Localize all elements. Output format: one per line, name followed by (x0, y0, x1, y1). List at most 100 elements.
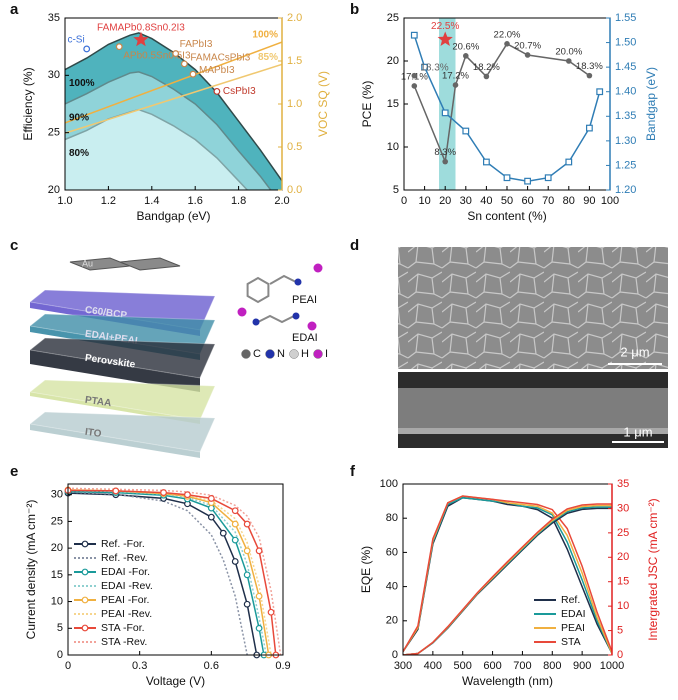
circle-marker (207, 513, 215, 521)
y-tick-label: 5 (393, 184, 399, 196)
atom-key-label: N (277, 348, 285, 360)
y-tick-label: 60 (386, 546, 398, 558)
series-line (403, 495, 612, 652)
y-tick-label: 35 (48, 12, 60, 24)
x-tick-label: 500 (454, 660, 472, 672)
y-tick-label: 25 (51, 515, 63, 527)
square-marker (483, 158, 490, 166)
y-tick-label: 40 (386, 581, 398, 593)
series-line (68, 490, 265, 655)
point-label: FAMACsPbI3 (190, 53, 250, 64)
legend-label: EDAI (561, 608, 586, 620)
y-tick-label: 5 (57, 622, 63, 634)
y2-tick-label: 1.20 (615, 184, 636, 196)
series-line (65, 71, 272, 190)
atom (307, 321, 317, 331)
y2-tick-label: 0 (617, 649, 623, 661)
series-label: 100% (69, 78, 95, 89)
circle-marker (255, 592, 263, 600)
circle-marker (504, 41, 510, 47)
x-tick-label: 70 (542, 195, 554, 207)
x-tick-label: 100 (601, 195, 619, 207)
circle-marker (231, 520, 239, 528)
circle-marker (115, 43, 123, 51)
atom (237, 307, 247, 317)
atom (252, 318, 260, 326)
x-axis-label: Wavelength (nm) (462, 674, 553, 688)
x-tick-label: 600 (483, 660, 501, 672)
circle-marker (207, 495, 215, 502)
circle-marker (184, 491, 191, 499)
panel-label: e (10, 463, 18, 480)
circle-marker (452, 82, 459, 88)
atom-key-label: H (301, 348, 309, 360)
panel-label: b (350, 1, 359, 18)
circle-marker (463, 53, 469, 59)
square-marker (410, 31, 418, 39)
circle-marker (411, 83, 418, 89)
y-tick-label: 20 (48, 184, 60, 196)
y-tick-label: 30 (48, 69, 60, 81)
data-label: 18.3% (576, 61, 603, 72)
circle-marker (255, 547, 263, 555)
x-tick-label: 0.3 (132, 660, 147, 672)
series-line (68, 491, 248, 655)
atom-key (265, 349, 275, 359)
y2-tick-label: 1.45 (615, 61, 636, 73)
data-label: 18.2% (473, 62, 500, 73)
circle-marker (231, 558, 239, 565)
panel-label: a (10, 1, 19, 18)
y2-tick-label: 0.5 (287, 141, 302, 153)
x-tick-label: 60 (521, 195, 533, 207)
x-axis-label: Voltage (V) (146, 674, 205, 688)
circle-marker (411, 72, 418, 79)
x-tick-label: 0 (401, 195, 407, 207)
series-line (68, 488, 272, 655)
y2-axis-label: Bandgap (eV) (644, 67, 658, 141)
circle-marker (81, 624, 89, 632)
electrode (69, 257, 131, 271)
circle-marker (243, 520, 251, 528)
data-label: 20.0% (555, 47, 582, 58)
y2-tick-label: 1.5 (287, 55, 302, 67)
data-label: 20.6% (452, 41, 479, 52)
x-tick-label: 900 (573, 660, 591, 672)
layer-side (30, 350, 200, 392)
x-tick-label: 20 (439, 195, 451, 207)
y2-tick-label: 25 (617, 527, 629, 539)
legend-label: EDAI -For. (101, 566, 150, 578)
point-label: 22.5% (431, 21, 459, 32)
x-tick-label: 80 (563, 195, 575, 207)
bond (269, 274, 297, 285)
y-tick-label: 25 (48, 127, 60, 139)
y2-tick-label: 15 (617, 576, 629, 588)
data-label: 20.7% (514, 40, 541, 51)
molecule-label: EDAI (292, 332, 318, 344)
square-marker (441, 109, 449, 117)
y-tick-label: 20 (386, 615, 398, 627)
data-label: 17.2% (442, 71, 469, 82)
square-marker (524, 177, 531, 185)
circle-marker (180, 60, 188, 68)
star-marker (437, 31, 453, 46)
circle-marker (231, 507, 239, 515)
x-tick-label: 0 (65, 660, 71, 672)
point-label: MAPbI3 (199, 65, 235, 76)
series-label: 85% (258, 52, 278, 63)
circle-marker (483, 73, 490, 80)
y-tick-label: 15 (51, 569, 63, 581)
scale-bar-label: 2 μm (620, 344, 649, 359)
legend-label: PEAI -Rev. (101, 608, 152, 620)
panel-label: c (10, 237, 18, 254)
legend-label: EDAI -Rev. (101, 580, 153, 592)
point-label: FAMAPb0.8Sn0.2I3 (97, 22, 185, 33)
y-tick-label: 0 (392, 649, 398, 661)
series-line (65, 63, 282, 134)
y-tick-label: 80 (386, 512, 398, 524)
x-tick-label: 0.6 (204, 660, 219, 672)
y2-tick-label: 1.55 (615, 12, 636, 24)
circle-marker (586, 72, 593, 79)
data-label: 8.3% (434, 147, 456, 158)
series-label: 90% (69, 113, 89, 124)
x-tick-label: 800 (543, 660, 561, 672)
